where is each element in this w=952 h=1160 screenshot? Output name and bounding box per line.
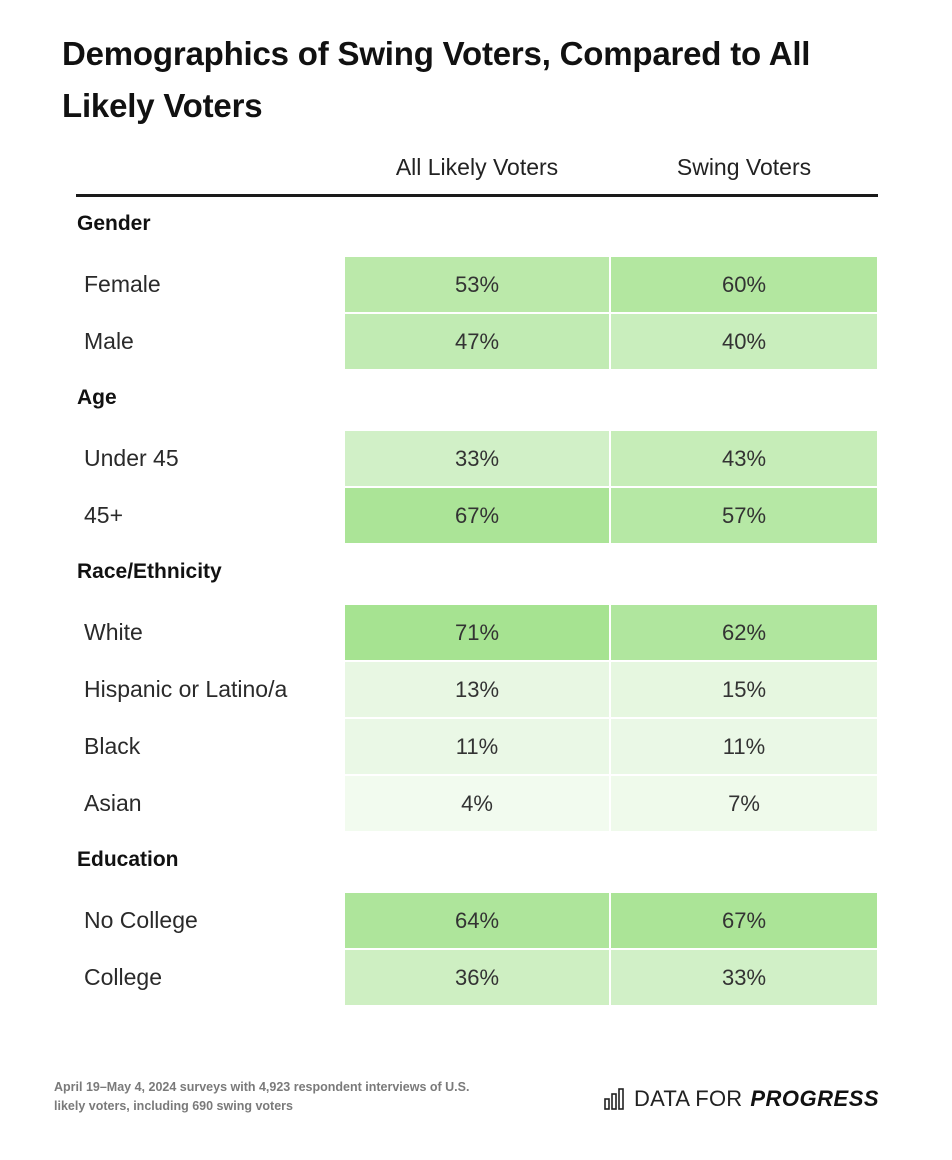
cell-swing-voters: 15% xyxy=(611,662,877,717)
cell-all-likely-voters: 11% xyxy=(345,719,609,774)
chart-title: Demographics of Swing Voters, Compared t… xyxy=(62,35,811,124)
bar-chart-icon xyxy=(604,1088,624,1110)
cell-all-likely-voters: 67% xyxy=(345,488,609,543)
row-label: White xyxy=(84,619,143,645)
cell-all-likely-voters: 36% xyxy=(345,950,609,1005)
footnote: April 19–May 4, 2024 surveys with 4,923 … xyxy=(54,1080,470,1113)
cell-swing-voters: 62% xyxy=(611,605,877,660)
row-label: College xyxy=(84,964,162,990)
header-rule xyxy=(76,194,878,197)
section-heading: Age xyxy=(77,386,117,409)
section-heading: Gender xyxy=(77,212,151,235)
section-heading: Education xyxy=(77,848,179,871)
row-label: No College xyxy=(84,907,198,933)
cell-swing-voters: 7% xyxy=(611,776,877,831)
row-label: Asian xyxy=(84,790,142,816)
cell-swing-voters: 33% xyxy=(611,950,877,1005)
column-header-all-likely-voters: All Likely Voters xyxy=(395,154,559,180)
row-label: Under 45 xyxy=(84,445,179,471)
row-label: Male xyxy=(84,328,134,354)
cell-swing-voters: 43% xyxy=(611,431,877,486)
cell-swing-voters: 40% xyxy=(611,314,877,369)
cell-all-likely-voters: 64% xyxy=(345,893,609,948)
row-label: Hispanic or Latino/a xyxy=(84,676,288,702)
brand-name-regular: DATA FOR xyxy=(634,1086,743,1111)
column-header-swing-voters: Swing Voters xyxy=(676,154,812,180)
cell-all-likely-voters: 47% xyxy=(345,314,609,369)
cell-all-likely-voters: 53% xyxy=(345,257,609,312)
cell-swing-voters: 57% xyxy=(611,488,877,543)
cell-all-likely-voters: 71% xyxy=(345,605,609,660)
cell-all-likely-voters: 33% xyxy=(345,431,609,486)
brand-logo: DATA FOR PROGRESS xyxy=(604,1084,879,1114)
cell-all-likely-voters: 4% xyxy=(345,776,609,831)
cell-all-likely-voters: 13% xyxy=(345,662,609,717)
cell-swing-voters: 60% xyxy=(611,257,877,312)
cell-swing-voters: 11% xyxy=(611,719,877,774)
row-label: Black xyxy=(84,733,141,759)
section-heading: Race/Ethnicity xyxy=(77,560,222,583)
cell-swing-voters: 67% xyxy=(611,893,877,948)
row-label: 45+ xyxy=(84,502,124,528)
brand-name-bold: PROGRESS xyxy=(750,1086,880,1111)
row-label: Female xyxy=(84,271,161,297)
